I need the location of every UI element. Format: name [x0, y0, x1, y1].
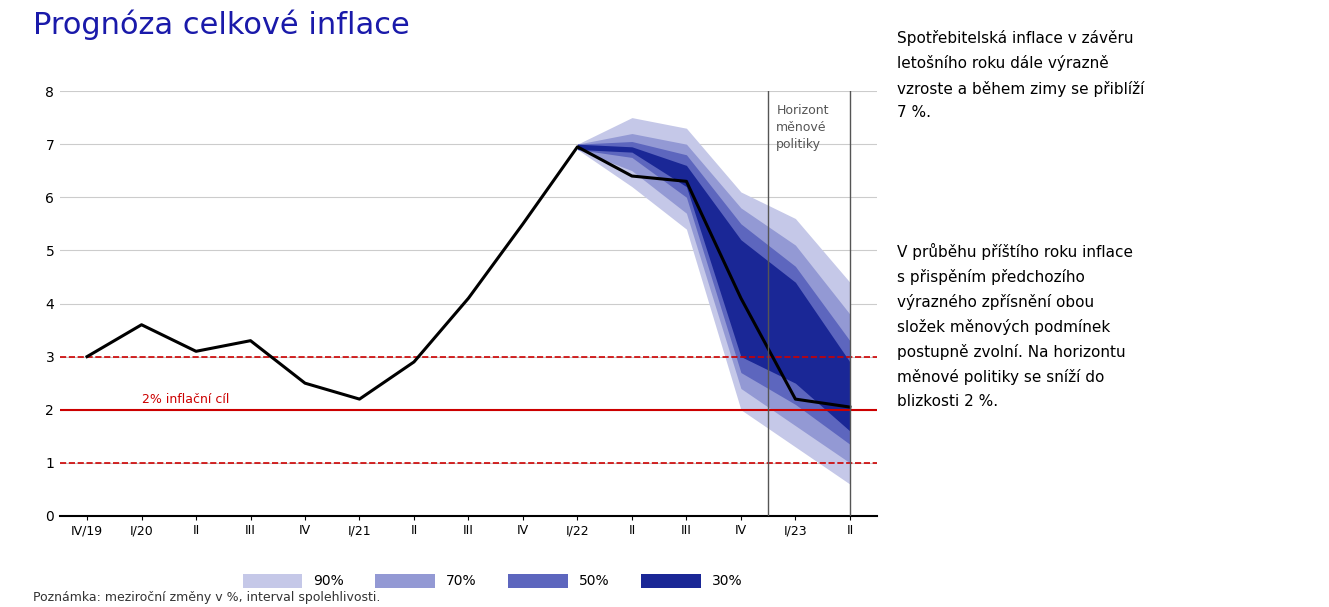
- Text: 50%: 50%: [578, 574, 610, 588]
- Text: Prognóza celkové inflace: Prognóza celkové inflace: [33, 9, 409, 39]
- Text: 30%: 30%: [712, 574, 743, 588]
- Text: Spotřebitelská inflace v závěru
letošního roku dále výrazně
vzroste a během zimy: Spotřebitelská inflace v závěru letošníh…: [897, 30, 1144, 120]
- Text: V průběhu příštího roku inflace
s přispěním předchozího
výrazného zpřísnění obou: V průběhu příštího roku inflace s přispě…: [897, 243, 1134, 409]
- Text: 70%: 70%: [445, 574, 477, 588]
- Text: Horizont
měnové
politiky: Horizont měnové politiky: [776, 104, 829, 151]
- Text: Poznámka: meziroční změny v %, interval spolehlivosti.: Poznámka: meziroční změny v %, interval …: [33, 591, 380, 604]
- Text: 2% inflační cíl: 2% inflační cíl: [141, 393, 229, 406]
- Text: 90%: 90%: [312, 574, 344, 588]
